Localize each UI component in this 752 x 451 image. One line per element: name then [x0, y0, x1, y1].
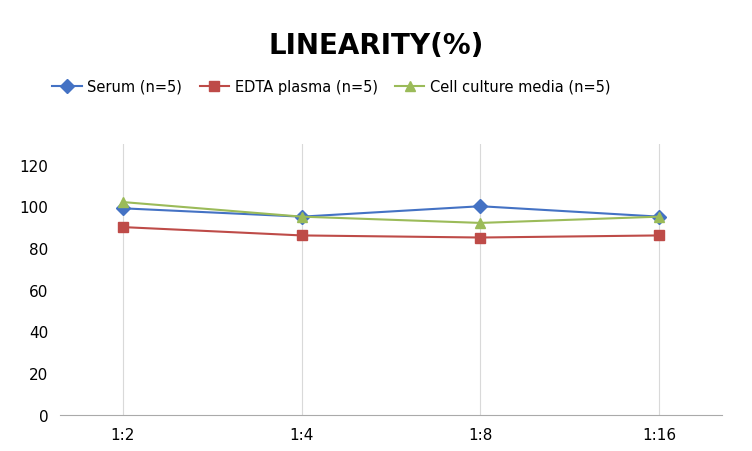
Legend: Serum (n=5), EDTA plasma (n=5), Cell culture media (n=5): Serum (n=5), EDTA plasma (n=5), Cell cul… — [53, 79, 611, 94]
EDTA plasma (n=5) — [655, 233, 664, 239]
Line: Serum (n=5): Serum (n=5) — [118, 202, 664, 222]
Serum (n=5) — [655, 215, 664, 220]
Cell culture media (n=5) — [655, 215, 664, 220]
Serum (n=5) — [476, 204, 485, 209]
EDTA plasma (n=5) — [476, 235, 485, 241]
Line: EDTA plasma (n=5): EDTA plasma (n=5) — [118, 223, 664, 243]
Cell culture media (n=5) — [297, 215, 306, 220]
EDTA plasma (n=5) — [297, 233, 306, 239]
Cell culture media (n=5) — [476, 221, 485, 226]
Text: LINEARITY(%): LINEARITY(%) — [268, 32, 484, 60]
Serum (n=5) — [118, 206, 127, 212]
Serum (n=5) — [297, 215, 306, 220]
Cell culture media (n=5) — [118, 200, 127, 205]
EDTA plasma (n=5) — [118, 225, 127, 230]
Line: Cell culture media (n=5): Cell culture media (n=5) — [118, 198, 664, 228]
